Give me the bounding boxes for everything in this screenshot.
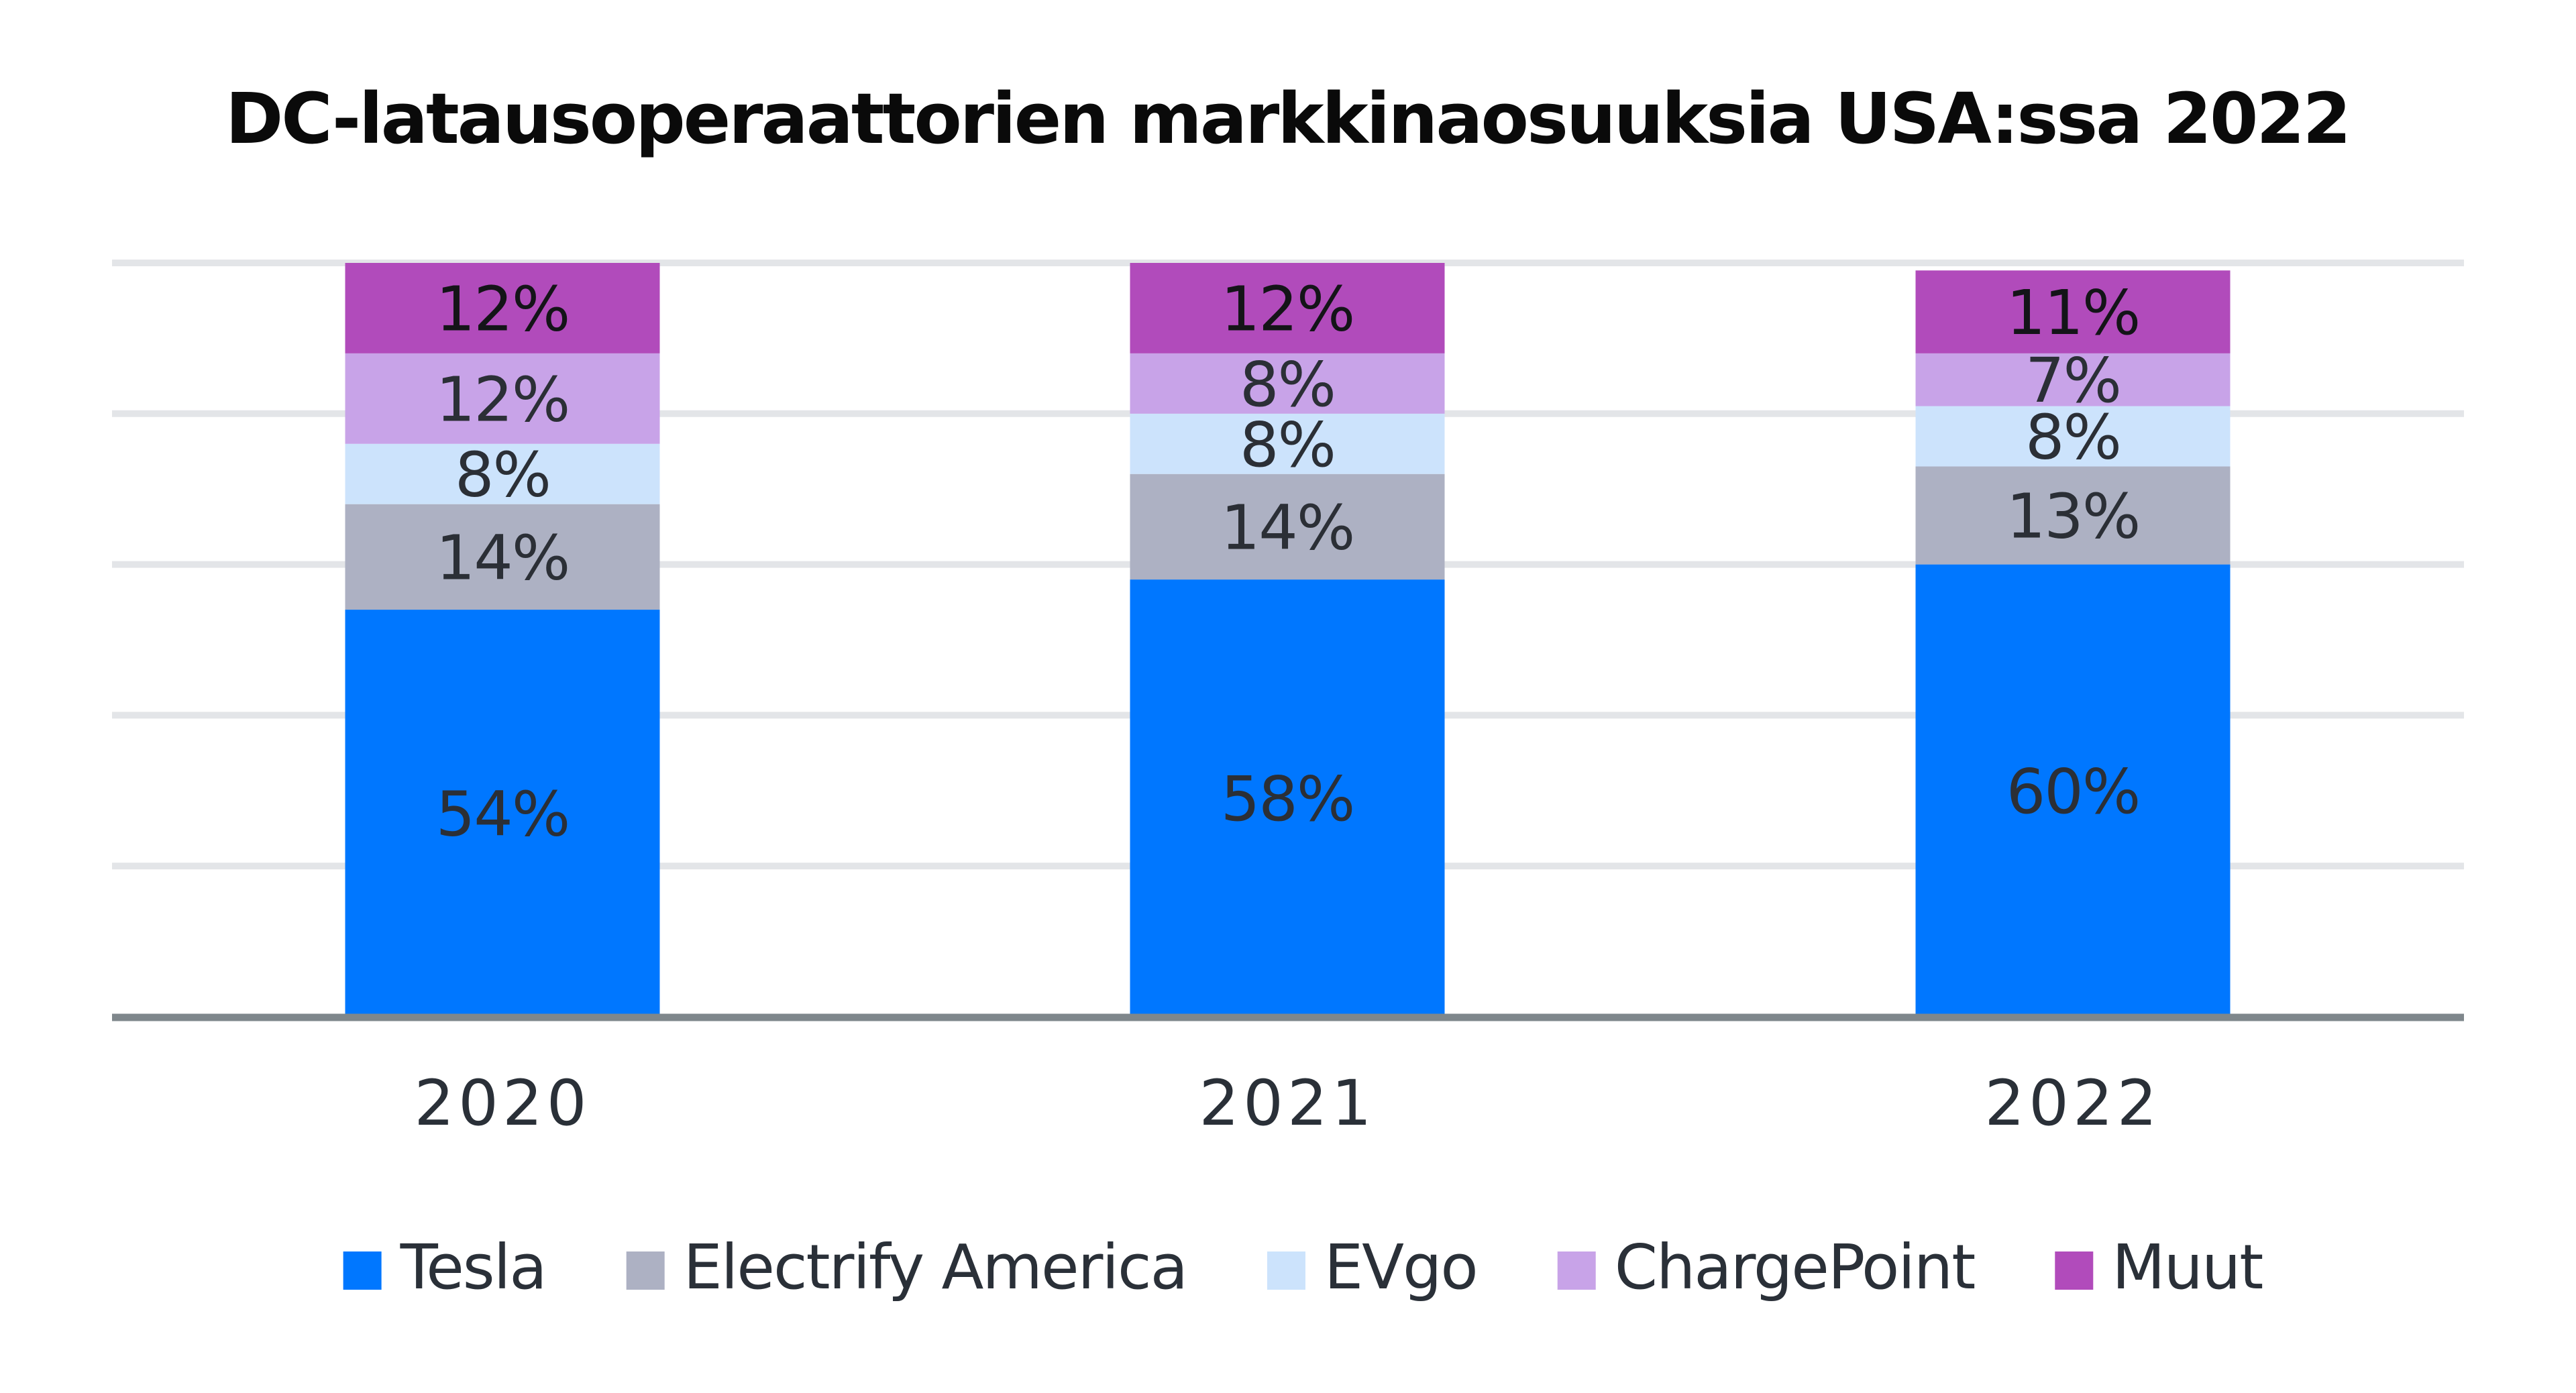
bar-segment-tesla-2022 (1915, 564, 2231, 1017)
data-label-evgo-2022: 8% (2025, 402, 2121, 473)
bar-2021 (1130, 263, 1445, 1017)
bar-segment-muut-2021 (1130, 263, 1445, 353)
data-label-tesla-2020: 54% (436, 779, 569, 850)
data-label-evgo-2020: 8% (455, 439, 550, 511)
bar-2020 (345, 263, 660, 1017)
data-label-tesla-2021: 58% (1221, 763, 1354, 835)
data-label-electrify-america-2021: 14% (1221, 492, 1354, 563)
chart-title: DC-latausoperaattorien markkinaosuuksia … (225, 78, 2349, 160)
data-labels: 54%14%8%12%12%58%14%8%8%12%60%13%8%7%11% (436, 273, 2141, 850)
legend-label-electrify-america: Electrify America (684, 1231, 1187, 1303)
bar-segment-evgo-2021 (1130, 413, 1445, 474)
data-label-chargepoint-2020: 12% (436, 364, 569, 435)
data-label-electrify-america-2022: 13% (2006, 481, 2139, 553)
legend-swatch-electrify-america (626, 1251, 665, 1290)
legend: Tesla Electrify America EVgo ChargePoint Muu… (343, 1231, 2263, 1303)
bar-segment-electrify-america-2021 (1130, 473, 1445, 580)
legend-label-tesla: Tesla (400, 1231, 546, 1303)
x-tick-label-2022: 2022 (1984, 1067, 2161, 1140)
bar-segment-electrify-america-2022 (1915, 466, 2231, 565)
x-axis-labels: 2020 2021 2022 (414, 1067, 2161, 1140)
bar-segment-chargepoint-2022 (1915, 353, 2231, 406)
bar-segment-tesla-2021 (1130, 579, 1445, 1017)
data-label-chargepoint-2021: 8% (1240, 349, 1335, 421)
legend-swatch-evgo (1267, 1251, 1305, 1290)
bar-segment-chargepoint-2021 (1130, 353, 1445, 414)
legend-swatch-tesla (343, 1251, 382, 1290)
legend-item-evgo: EVgo (1267, 1231, 1479, 1303)
bar-segment-chargepoint-2020 (345, 353, 660, 444)
data-label-evgo-2021: 8% (1240, 409, 1335, 481)
bar-segment-muut-2022 (1915, 270, 2231, 353)
bar-segment-evgo-2020 (345, 443, 660, 504)
legend-label-muut: Muut (2112, 1231, 2262, 1303)
data-label-electrify-america-2020: 14% (436, 522, 569, 594)
data-label-tesla-2022: 60% (2006, 756, 2139, 828)
legend-item-muut: Muut (2055, 1231, 2263, 1303)
legend-label-chargepoint: ChargePoint (1615, 1231, 1975, 1303)
legend-swatch-muut (2055, 1251, 2094, 1290)
data-label-muut-2020: 12% (436, 273, 569, 345)
bar-2022 (1915, 270, 2231, 1017)
legend-item-chargepoint: ChargePoint (1557, 1231, 1976, 1303)
bar-segment-muut-2020 (345, 263, 660, 353)
bar-segment-tesla-2020 (345, 610, 660, 1017)
x-tick-label-2021: 2021 (1199, 1067, 1375, 1140)
legend-item-tesla: Tesla (343, 1231, 547, 1303)
legend-swatch-chargepoint (1557, 1251, 1596, 1290)
legend-label-evgo: EVgo (1324, 1231, 1477, 1303)
legend-item-electrify-america: Electrify America (626, 1231, 1188, 1303)
bars (345, 263, 2231, 1017)
x-tick-label-2020: 2020 (414, 1067, 590, 1140)
bar-segment-electrify-america-2020 (345, 504, 660, 610)
bar-segment-evgo-2022 (1915, 406, 2231, 467)
data-label-muut-2022: 11% (2006, 277, 2139, 349)
data-label-muut-2021: 12% (1221, 273, 1354, 345)
data-label-chargepoint-2022: 7% (2025, 345, 2121, 416)
